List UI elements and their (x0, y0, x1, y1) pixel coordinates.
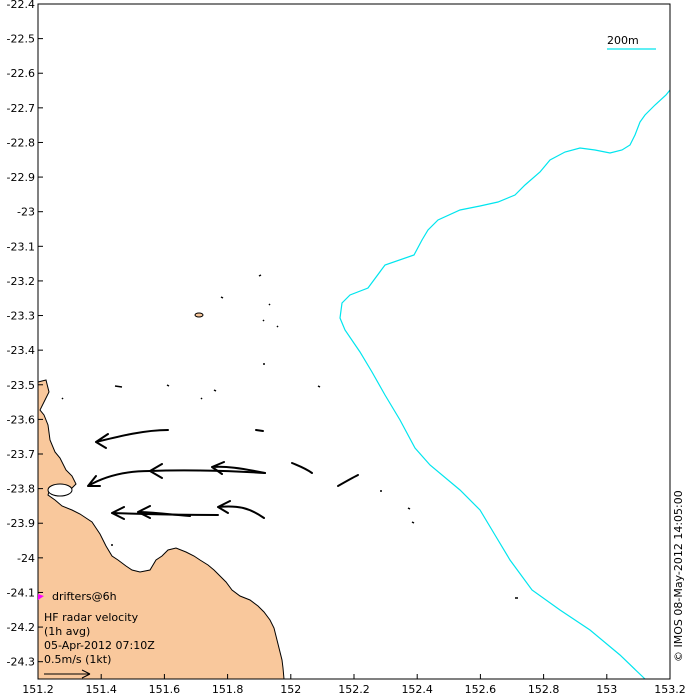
y-tick-label: -23.9 (7, 517, 35, 530)
x-tick-label: 152 (280, 683, 301, 696)
y-tick-label: -22.8 (7, 136, 35, 149)
coastline-land (37, 379, 285, 680)
x-tick-label: 153.2 (654, 683, 686, 696)
y-tick-label: -24.1 (7, 586, 35, 599)
x-tick-label: 152.2 (338, 683, 370, 696)
y-tick-label: -22.4 (7, 0, 35, 11)
plot-area (38, 4, 670, 679)
velocity-vector (211, 461, 266, 475)
y-tick-label: -22.9 (7, 171, 35, 184)
short-vectors (61, 274, 518, 599)
y-tick-label: -23 (17, 206, 35, 219)
velocity-vector (87, 470, 151, 487)
velocity-vector (337, 474, 359, 487)
y-tick-label: -24.2 (7, 621, 35, 634)
velocity-vector (149, 463, 266, 479)
velocity-vector (217, 500, 265, 519)
contour-label: 200m (607, 34, 639, 47)
y-tick-label: -24.3 (7, 656, 35, 669)
scale-arrow-icon (44, 669, 91, 679)
y-tick-label: -22.7 (7, 102, 35, 115)
y-tick-label: -23.4 (7, 344, 35, 357)
legend-title-line1: HF radar velocity (44, 611, 139, 624)
x-tick-label: 151.6 (149, 683, 181, 696)
y-tick-label: -24 (17, 552, 35, 565)
velocity-vector (291, 462, 313, 474)
x-tick-label: 152.8 (528, 683, 560, 696)
y-tick-label: -23.2 (7, 275, 35, 288)
x-tick-label: 152.6 (465, 683, 497, 696)
x-tick-label: 151.4 (85, 683, 117, 696)
velocity-vector (137, 505, 191, 519)
credit: © IMOS 08-May-2012 14:05:00 (672, 490, 685, 662)
island (194, 312, 204, 318)
y-tick-label: -23.8 (7, 483, 35, 496)
x-tick-label: 153 (596, 683, 617, 696)
velocity-vector (255, 429, 264, 432)
x-tick-label: 151.8 (212, 683, 244, 696)
y-tick-label: -23.1 (7, 240, 35, 253)
y-tick-label: -23.3 (7, 310, 35, 323)
y-tick-label: -22.6 (7, 67, 35, 80)
velocity-vectors (87, 429, 359, 520)
y-tick-label: -23.6 (7, 413, 35, 426)
y-tick-label: -23.5 (7, 379, 35, 392)
legend-title-line2: (1h avg) (44, 625, 90, 638)
y-axis: -22.4 -22.5 -22.6 -22.7 -22.8 -22.9 -23 -23.1 -2… (7, 0, 43, 669)
y-tick-label: -23.7 (7, 448, 35, 461)
legend-scale: 0.5m/s (1kt) (44, 653, 111, 666)
x-axis: 151.2 151.4 151.6 151.8 152 152.2 152.4 152.6 15… (22, 674, 686, 696)
y-tick-label: -22.5 (7, 33, 35, 46)
velocity-vector (95, 429, 169, 449)
legend-drifters: drifters@6h (52, 590, 117, 603)
drifter-marker-icon (38, 594, 44, 600)
bay-inlet (47, 483, 73, 497)
x-tick-label: 152.4 (401, 683, 433, 696)
x-tick-label: 151.2 (22, 683, 54, 696)
contour-200m-line (339, 89, 671, 680)
legend: drifters@6h HF radar velocity (1h avg) 0… (38, 590, 155, 679)
legend-timestamp: 05-Apr-2012 07:10Z (44, 639, 155, 652)
